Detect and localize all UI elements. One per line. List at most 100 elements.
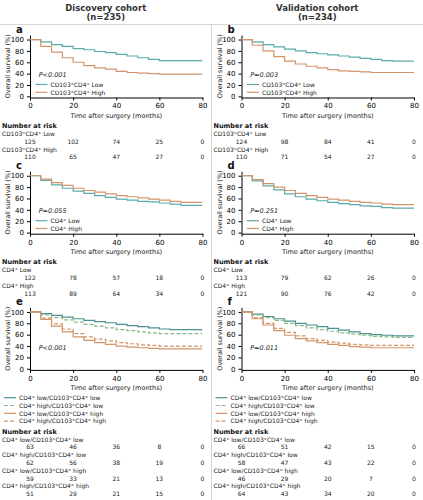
x-tick-label: 60 (367, 102, 376, 110)
x-tick: 60 (367, 370, 376, 383)
x-tick: 0 (240, 234, 244, 247)
at-risk-table: Number at riskCD4⁺ low/CD103⁺CD4⁺ low665… (214, 428, 417, 498)
panel-label: c (16, 160, 22, 171)
y-tick-mark (27, 323, 30, 324)
y-tick-mark (239, 346, 242, 347)
legend-swatch (4, 397, 16, 398)
x-tick: 20 (281, 370, 290, 383)
y-axis-line (30, 172, 31, 235)
y-axis-line (242, 308, 243, 371)
y-tick-label: 60 (227, 59, 236, 67)
legend-swatch (216, 413, 228, 414)
at-risk-value: 21 (112, 475, 120, 482)
y-tick: 100 (222, 172, 241, 180)
x-tick: 60 (367, 234, 376, 247)
legend-label: CD4⁺ high/CD103⁺CD4⁺ high (19, 417, 106, 425)
x-axis: 020406080 (28, 234, 207, 247)
y-tick-label: 80 (227, 320, 236, 328)
x-tick: 40 (324, 370, 333, 383)
y-tick-mark (27, 198, 30, 199)
at-risk-value: 43 (324, 459, 332, 466)
at-risk-table: Number at riskCD4⁺ Low1137962260CD4⁺ Hig… (214, 258, 417, 296)
legend-label: CD4⁺ high/CD103⁺CD4⁺ high (231, 417, 318, 425)
at-risk-value: 7 (369, 475, 373, 482)
at-risk-value: 0 (412, 475, 416, 482)
legend-label: CD4⁺ Low (262, 217, 292, 224)
y-tick: 80 (15, 184, 30, 192)
at-risk-value: 124 (236, 138, 248, 145)
y-tick: 80 (227, 48, 242, 56)
at-risk-value: 8 (157, 443, 161, 450)
y-tick: 100 (222, 309, 241, 317)
y-tick-mark (27, 346, 30, 347)
x-tick-label: 80 (199, 375, 208, 383)
at-risk-value: 84 (324, 138, 332, 145)
at-risk-value: 0 (412, 290, 416, 297)
x-tick-label: 40 (112, 375, 121, 383)
x-tick: 0 (28, 98, 32, 111)
at-risk-value: 0 (412, 459, 416, 466)
legend-swatch (216, 397, 228, 398)
at-risk-value: 65 (69, 153, 77, 160)
at-risk-value: 0 (412, 274, 416, 281)
p-value: P=0.003 (250, 71, 278, 79)
survival-curve (30, 312, 203, 330)
y-tick-label: 0 (231, 366, 235, 374)
x-tick-mark (328, 234, 329, 237)
at-risk-value: 38 (112, 459, 120, 466)
x-tick-mark (371, 98, 372, 101)
legend-label: CD4⁺ low/CD103⁺CD4⁺ low (231, 394, 312, 401)
x-tick: 40 (112, 370, 121, 383)
y-tick: 100 (11, 36, 30, 44)
at-risk-value: 110 (236, 153, 248, 160)
y-tick: 60 (15, 59, 30, 67)
at-risk-value: 43 (281, 490, 289, 497)
y-tick: 80 (227, 184, 242, 192)
at-risk-value: 21 (112, 490, 120, 497)
at-risk-value: 62 (26, 459, 34, 466)
legend-swatch (247, 228, 259, 229)
column-header-line: Validation cohort (276, 3, 358, 13)
y-tick-label: 100 (11, 172, 24, 180)
y-tick-mark (27, 221, 30, 222)
x-tick-label: 0 (240, 375, 244, 383)
y-tick-mark (27, 176, 30, 177)
at-risk-row-label: CD103⁺CD4⁺ High (2, 146, 57, 154)
curves (30, 40, 203, 75)
x-tick-label: 0 (28, 102, 32, 110)
survival-curve (242, 312, 415, 346)
y-tick-mark (27, 357, 30, 358)
curves (242, 40, 415, 73)
at-risk-row-label: CD4⁺ low/CD103⁺CD4⁺ low (2, 436, 83, 443)
x-tick-mark (73, 370, 74, 373)
y-tick: 0 (231, 229, 241, 237)
panel: 020406080020406080100Time after surgery … (2, 296, 207, 497)
x-tick-label: 40 (324, 375, 333, 383)
y-tick-label: 20 (227, 354, 236, 362)
at-risk-value: 0 (201, 490, 205, 497)
x-tick-label: 60 (155, 102, 164, 110)
column-header-line: (n=235) (86, 12, 125, 22)
y-tick-label: 80 (15, 184, 24, 192)
at-risk-value: 51 (281, 443, 289, 450)
y-tick-label: 80 (15, 48, 24, 56)
y-tick-mark (239, 221, 242, 222)
legend-entry: CD103⁺CD4⁺ High (35, 89, 105, 97)
y-tick: 0 (20, 229, 30, 237)
x-tick-label: 0 (28, 239, 32, 247)
y-tick-label: 0 (20, 229, 24, 237)
at-risk-value: 46 (69, 443, 77, 450)
x-axis: 020406080 (28, 98, 207, 111)
at-risk-row-label: CD103⁺CD4⁺ High (214, 146, 269, 154)
x-axis: 020406080 (240, 98, 419, 111)
legend-entry: CD4⁺ low/CD103⁺CD4⁺ low (4, 394, 100, 401)
at-risk-value: 0 (201, 475, 205, 482)
panel-label: f (228, 296, 233, 307)
y-tick-label: 20 (15, 218, 24, 226)
at-risk-value: 27 (367, 153, 375, 160)
at-risk-value: 47 (281, 459, 289, 466)
at-risk-row-label: CD4⁺ low/CD103⁺CD4⁺ low (214, 436, 295, 443)
at-risk-value: 0 (412, 153, 416, 160)
y-tick-label: 0 (231, 93, 235, 101)
y-axis-line (242, 172, 243, 235)
